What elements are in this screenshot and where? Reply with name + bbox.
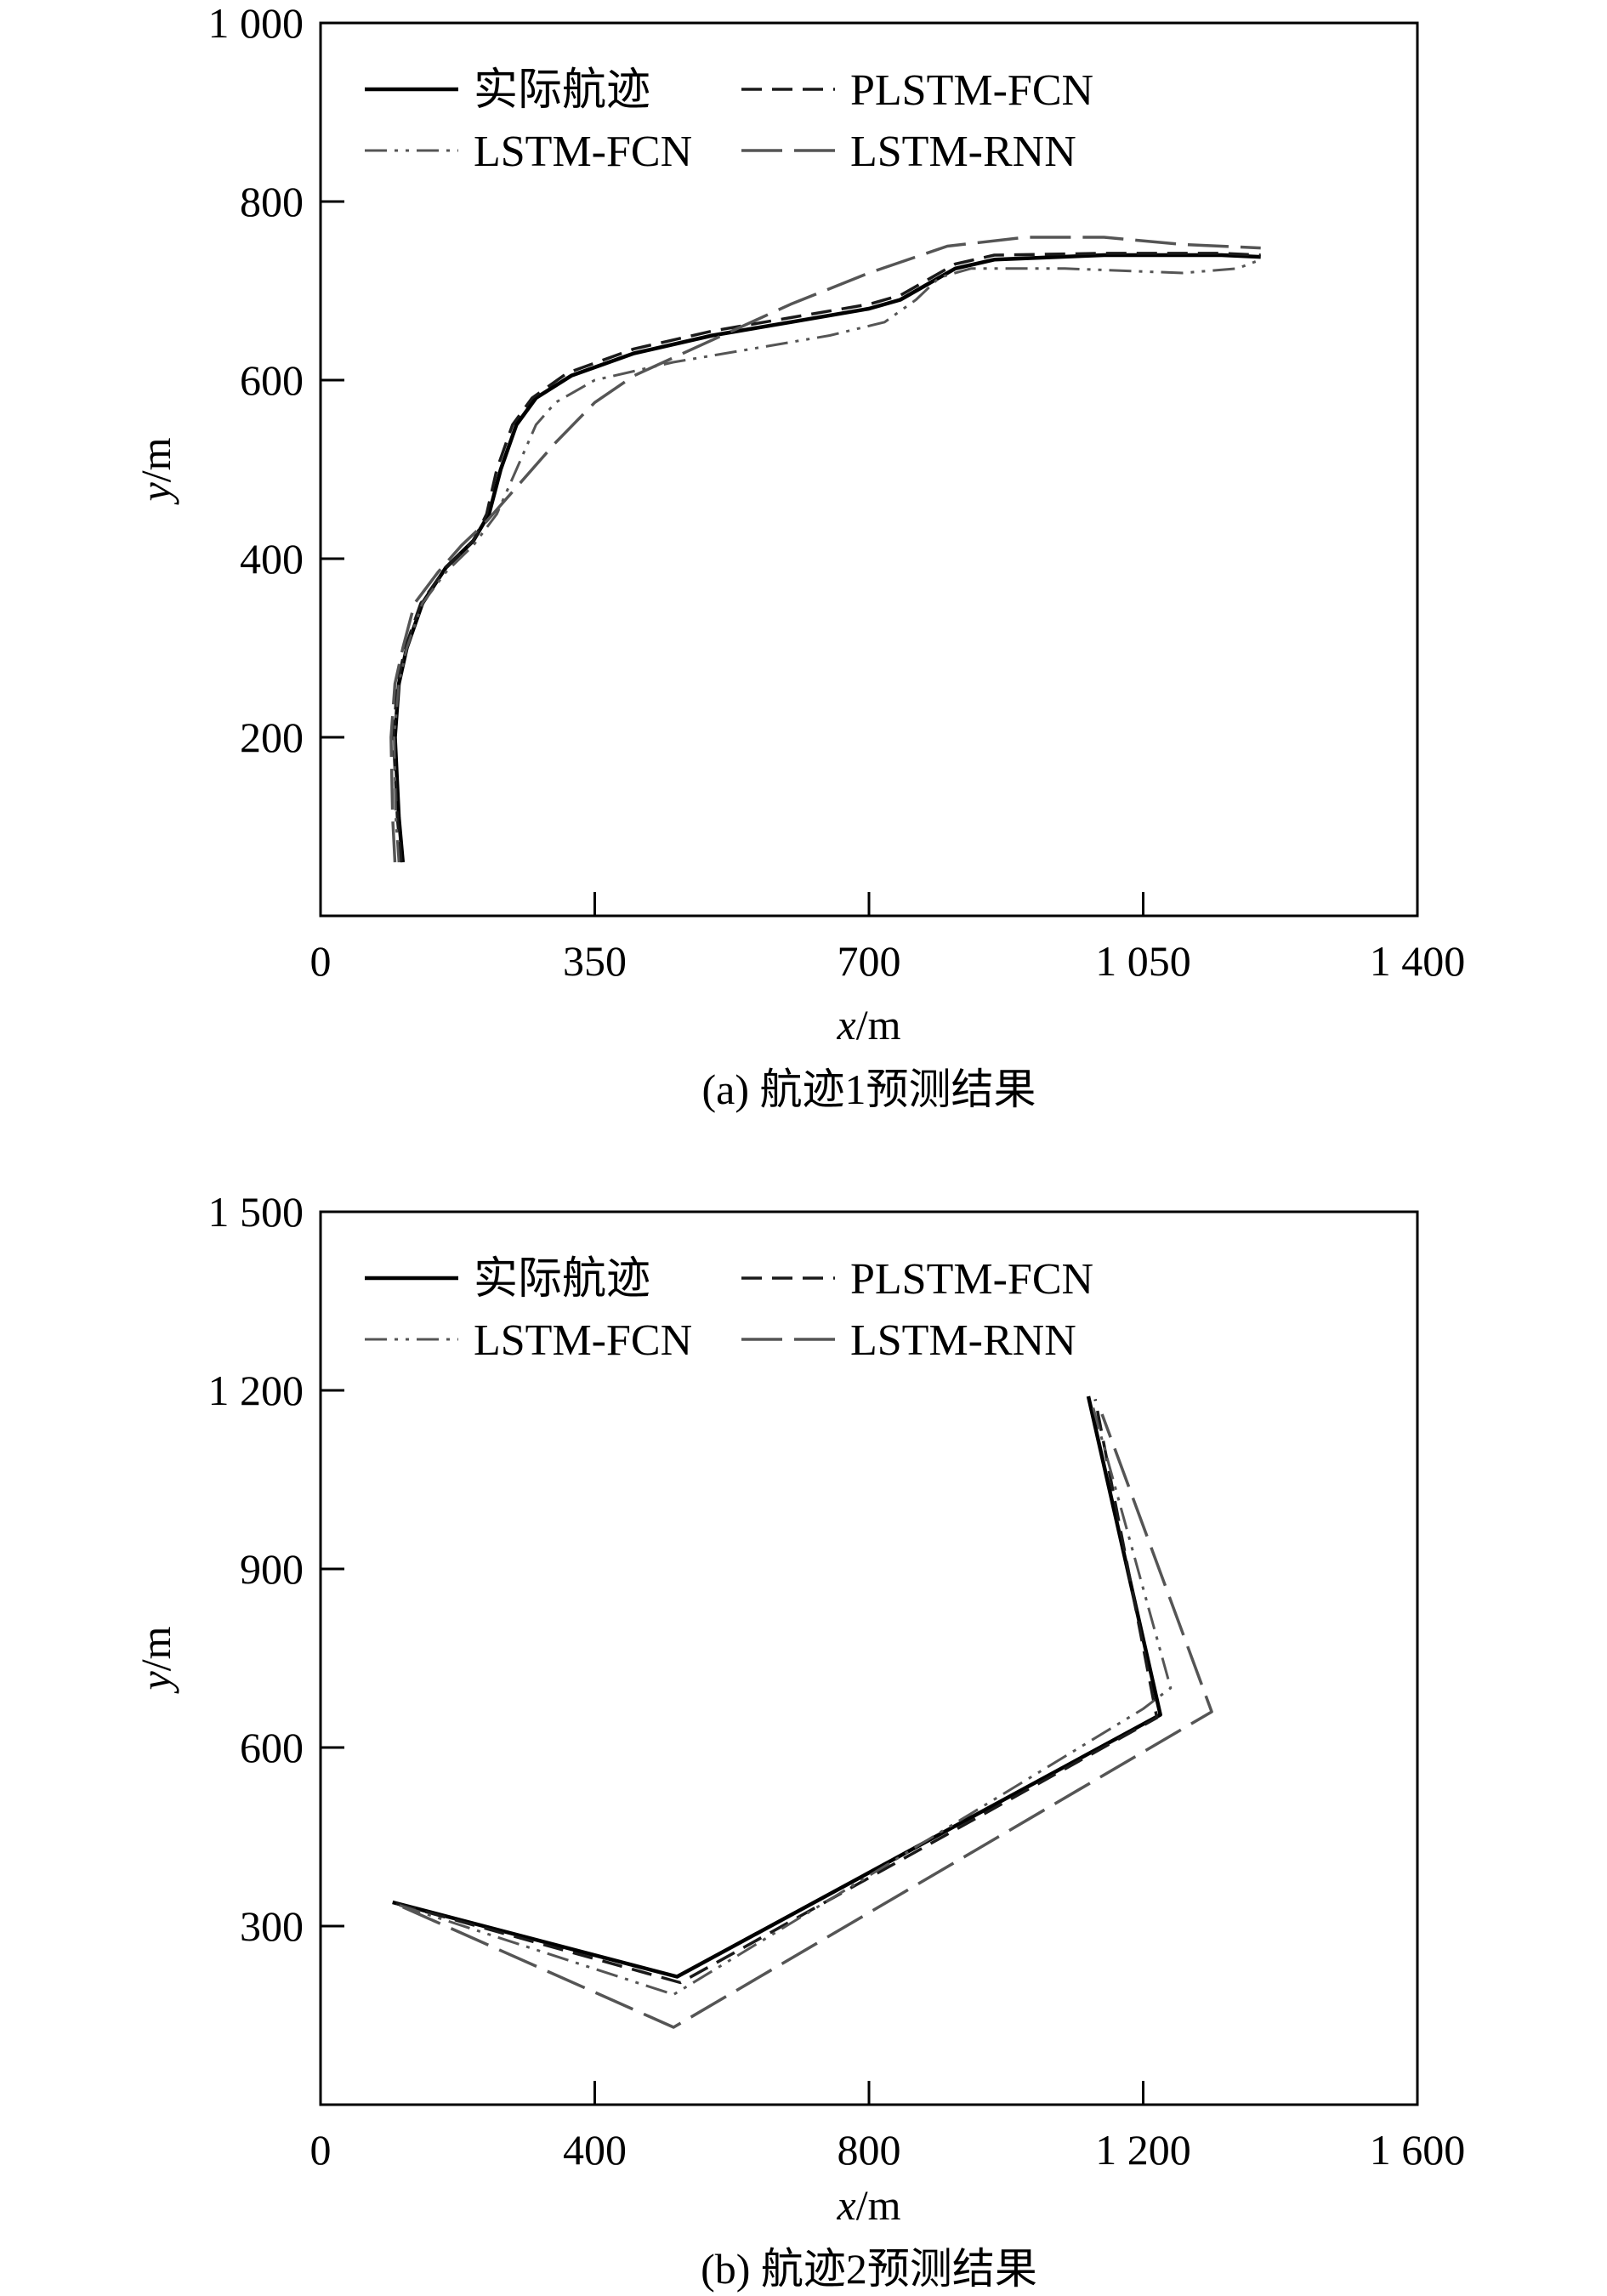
chart-a-x-tick-label: 1 400 <box>1370 937 1466 985</box>
chart-a-series-line-3 <box>393 258 1262 863</box>
chart-b-legend-label-2: PLSTM-FCN <box>850 1255 1093 1304</box>
chart-b-x-axis-title: x/m <box>837 2181 901 2229</box>
chart-a-y-axis-title: y/m <box>132 437 179 505</box>
chart-b-legend-label-4: LSTM-RNN <box>850 1316 1076 1365</box>
chart-b-series-line-3 <box>399 1401 1173 1996</box>
chart-a-x-tick-label: 1 050 <box>1095 937 1191 985</box>
chart-b-y-axis-title: y/m <box>132 1626 179 1694</box>
chart-b-legend: 实际航迹 PLSTM-FCN LSTM-FCN LSTM-RNN <box>365 1255 1093 1365</box>
chart-a-y-tick-label: 800 <box>240 178 304 225</box>
chart-b-x-tick-label: 1 200 <box>1095 2126 1191 2174</box>
chart-a-y-tick-label: 1 000 <box>208 0 304 47</box>
chart-b-series-line-2 <box>395 1399 1159 1985</box>
chart-a-caption: (a) 航迹1预测结果 <box>702 1066 1036 1113</box>
chart-a-x-tick-label: 700 <box>838 937 901 985</box>
chart-a-legend: 实际航迹 PLSTM-FCN LSTM-FCN LSTM-RNN <box>365 66 1093 176</box>
chart-b-y-tick-label: 300 <box>240 1902 304 1950</box>
chart-a-x-tick-label: 350 <box>563 937 627 985</box>
chart-a-series-group <box>389 236 1262 863</box>
chart-a-series-line-4 <box>389 236 1261 863</box>
chart-a-ticks: 0 350 700 1 050 1 400 200 400 600 800 1 000 <box>208 0 1466 985</box>
chart-b-series-group <box>392 1395 1213 2029</box>
chart-a: 0 350 700 1 050 1 400 200 400 600 800 1 000 实际航迹 P… <box>132 0 1465 1113</box>
chart-a-x-tick-label: 0 <box>310 937 332 985</box>
chart-b-series-line-4 <box>402 1413 1213 2029</box>
chart-b-y-tick-label: 1 500 <box>208 1188 304 1236</box>
chart-a-x-axis-title: x/m <box>837 1001 901 1049</box>
chart-b-legend-label-3: LSTM-FCN <box>474 1316 692 1365</box>
chart-b-y-tick-label: 1 200 <box>208 1367 304 1414</box>
chart-a-legend-label-1: 实际航迹 <box>474 66 650 115</box>
chart-b-legend-label-1: 实际航迹 <box>474 1255 650 1304</box>
chart-a-y-tick-label: 600 <box>240 356 304 404</box>
chart-a-series-line-1 <box>393 253 1261 863</box>
chart-b-ticks: 0 400 800 1 200 1 600 300 600 900 1 200 1 500 <box>208 1188 1466 2174</box>
chart-a-legend-label-3: LSTM-FCN <box>474 128 692 176</box>
chart-a-y-tick-label: 200 <box>240 713 304 761</box>
chart-a-legend-label-4: LSTM-RNN <box>850 128 1076 176</box>
chart-b-x-tick-label: 0 <box>310 2126 332 2174</box>
chart-a-y-tick-label: 400 <box>240 535 304 583</box>
chart-b-series-line-1 <box>392 1395 1162 1979</box>
chart-b-caption: (b) 航迹2预测结果 <box>701 2245 1037 2293</box>
chart-b-y-tick-label: 900 <box>240 1545 304 1593</box>
chart-b: 0 400 800 1 200 1 600 300 600 900 1 200 1 500 实际航… <box>132 1188 1465 2293</box>
chart-b-x-tick-label: 1 600 <box>1370 2126 1466 2174</box>
chart-a-series-line-2 <box>391 252 1261 863</box>
chart-b-y-tick-label: 600 <box>240 1724 304 1771</box>
chart-b-x-tick-label: 400 <box>563 2126 627 2174</box>
chart-b-x-tick-label: 800 <box>838 2126 901 2174</box>
chart-a-legend-label-2: PLSTM-FCN <box>850 66 1093 115</box>
